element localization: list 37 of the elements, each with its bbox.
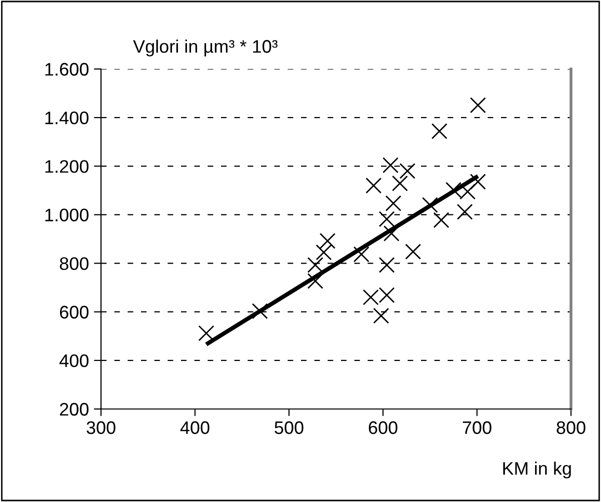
point [399,163,416,179]
y-tick-label: 600 [60,306,88,319]
y-tick-label: 1.400 [45,112,88,124]
point [382,157,398,174]
point [470,97,486,114]
point [378,257,395,273]
point [470,174,486,190]
point [307,257,324,273]
y-axis-title: Vglori in µm³ * 10³ [133,40,278,56]
point [378,211,395,228]
point [392,175,408,192]
y-tick-label: 200 [60,402,88,416]
point [373,308,390,324]
x-tick-label: 700 [462,421,492,434]
point [320,232,336,249]
point [433,212,450,228]
x-tick-label: 300 [86,421,116,434]
x-axis-title: KM in kg [503,462,571,478]
point [431,123,448,140]
x-tick-label: 600 [368,421,398,434]
x-tick-label: 400 [180,421,210,434]
point [316,244,332,260]
point [353,246,370,262]
point [198,325,214,342]
y-tick-label: 800 [60,257,88,270]
x-tick-label: 500 [274,421,304,434]
point [405,244,422,260]
point [385,195,402,212]
point [383,225,400,242]
y-tick-label: 1.200 [45,160,88,173]
point [307,273,324,289]
point [456,204,473,220]
y-tick-label: 1.600 [45,62,88,76]
x-tick-label: 800 [556,421,586,434]
y-tick-label: 400 [59,354,88,368]
y-tick-label: 1.000 [45,208,88,222]
point [366,178,382,194]
